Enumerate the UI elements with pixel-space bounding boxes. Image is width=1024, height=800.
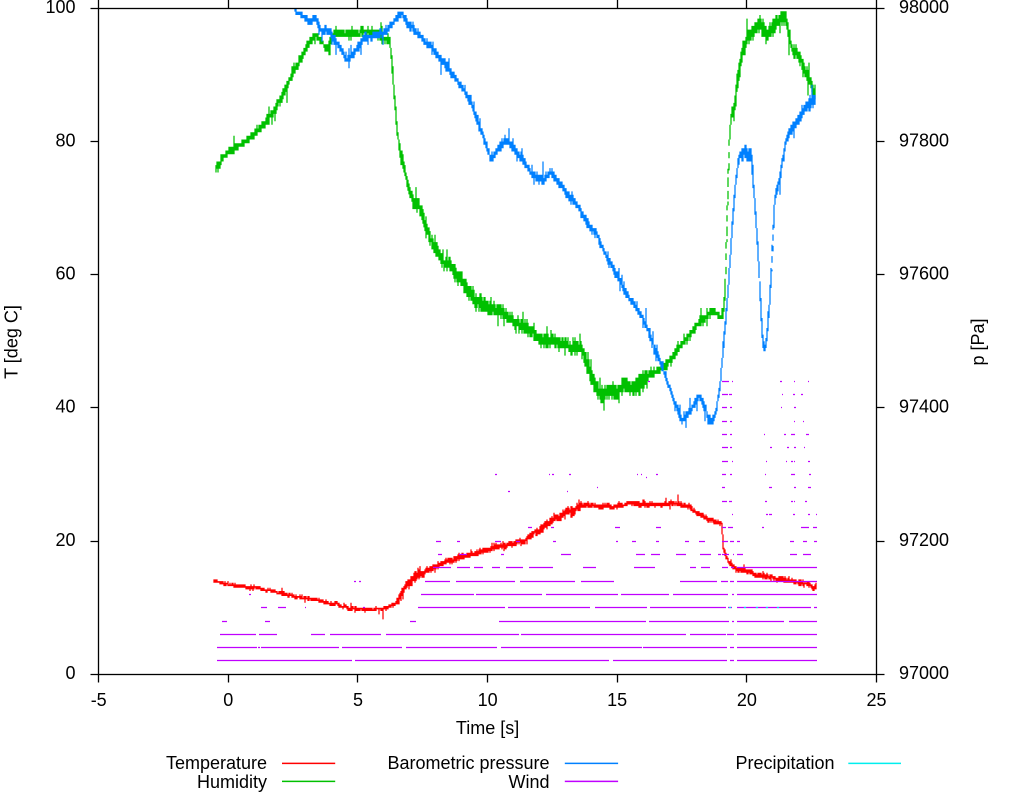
svg-text:20: 20 xyxy=(737,690,757,710)
svg-text:Temperature: Temperature xyxy=(166,753,267,773)
svg-text:Wind: Wind xyxy=(508,772,549,792)
svg-text:10: 10 xyxy=(478,690,498,710)
svg-text:80: 80 xyxy=(55,130,75,150)
svg-text:25: 25 xyxy=(866,690,886,710)
svg-text:0: 0 xyxy=(65,663,75,683)
svg-text:-5: -5 xyxy=(91,690,107,710)
svg-text:Precipitation: Precipitation xyxy=(735,753,834,773)
svg-text:40: 40 xyxy=(55,397,75,417)
svg-text:Barometric pressure: Barometric pressure xyxy=(387,753,549,773)
svg-text:97800: 97800 xyxy=(899,130,949,150)
svg-text:98000: 98000 xyxy=(899,0,949,17)
svg-text:60: 60 xyxy=(55,264,75,284)
svg-text:100: 100 xyxy=(45,0,75,17)
svg-text:97000: 97000 xyxy=(899,663,949,683)
svg-text:15: 15 xyxy=(607,690,627,710)
svg-text:T [deg C]: T [deg C] xyxy=(2,305,22,379)
svg-text:97200: 97200 xyxy=(899,530,949,550)
svg-text:20: 20 xyxy=(55,530,75,550)
svg-text:5: 5 xyxy=(353,690,363,710)
svg-text:97400: 97400 xyxy=(899,397,949,417)
svg-text:0: 0 xyxy=(223,690,233,710)
svg-text:Time [s]: Time [s] xyxy=(456,718,519,738)
svg-text:97600: 97600 xyxy=(899,264,949,284)
svg-text:Humidity: Humidity xyxy=(197,772,267,792)
svg-text:p [Pa]: p [Pa] xyxy=(968,318,988,365)
